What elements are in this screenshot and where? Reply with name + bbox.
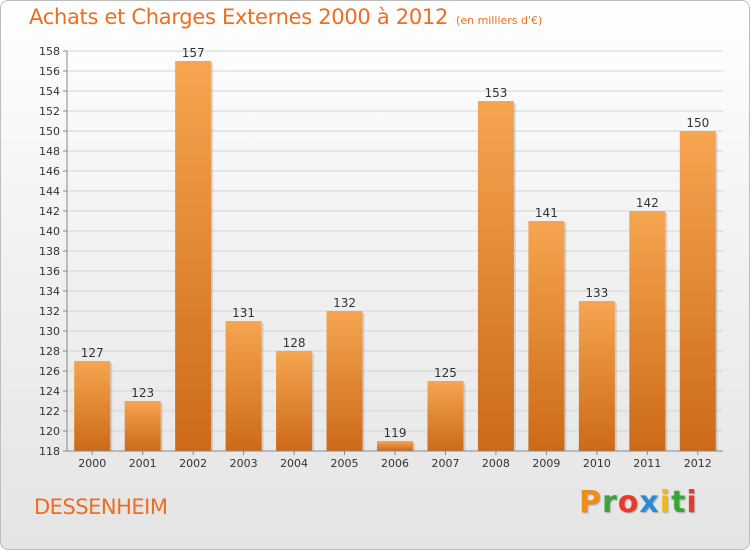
x-tick-label: 2007	[431, 457, 459, 470]
y-tick-label: 150	[39, 125, 60, 138]
y-tick-label: 142	[39, 205, 60, 218]
proxiti-logo[interactable]: Proxiti	[579, 485, 698, 520]
commune-name: DESSENHEIM	[34, 495, 168, 519]
x-tick-label: 2010	[583, 457, 611, 470]
y-tick-label: 126	[39, 365, 60, 378]
y-tick-label: 134	[39, 285, 60, 298]
y-tick-label: 124	[39, 385, 60, 398]
y-tick-label: 122	[39, 405, 60, 418]
y-tick-label: 118	[39, 445, 60, 458]
data-label: 131	[232, 306, 255, 320]
bar-2005	[326, 311, 363, 451]
bar-2012	[679, 131, 716, 451]
y-tick-label: 138	[39, 245, 60, 258]
x-tick-label: 2001	[129, 457, 157, 470]
x-tick-label: 2012	[684, 457, 712, 470]
x-tick-label: 2011	[633, 457, 661, 470]
data-label: 123	[131, 386, 154, 400]
data-label: 153	[484, 86, 507, 100]
y-tick-label: 154	[39, 85, 60, 98]
bar-2003	[225, 321, 262, 451]
bar-2000	[74, 361, 111, 451]
y-tick-label: 130	[39, 325, 60, 338]
x-tick-label: 2009	[532, 457, 560, 470]
bar-2002	[175, 61, 212, 451]
chart-title: Achats et Charges Externes 2000 à 2012 (e…	[29, 5, 542, 29]
x-tick-label: 2003	[230, 457, 258, 470]
data-label: 150	[686, 116, 709, 130]
data-label: 133	[585, 286, 608, 300]
y-tick-label: 132	[39, 305, 60, 318]
x-tick-label: 2005	[331, 457, 359, 470]
logo-letter: P	[579, 485, 602, 520]
x-tick-label: 2006	[381, 457, 409, 470]
x-tick-label: 2000	[78, 457, 106, 470]
y-tick-label: 148	[39, 145, 60, 158]
data-label: 128	[283, 336, 306, 350]
chart-subtitle: (en milliers d'€)	[456, 14, 543, 27]
data-label: 141	[535, 206, 558, 220]
logo-letter: r	[602, 485, 618, 520]
logo-letter: i	[686, 485, 698, 520]
y-tick-label: 152	[39, 105, 60, 118]
data-label: 127	[81, 346, 104, 360]
bar-2001	[124, 401, 161, 451]
data-labels: 127 123 157 131 128 132 119 125 153 141 133 142 150	[81, 46, 709, 440]
x-tick-label: 2008	[482, 457, 510, 470]
logo-letter: o	[617, 485, 640, 520]
data-label: 119	[384, 426, 407, 440]
x-tick-label: 2002	[179, 457, 207, 470]
logo-letter: i	[659, 485, 672, 520]
logo-letter: x	[639, 485, 660, 520]
bar-2008	[477, 101, 514, 451]
y-tick-label: 144	[39, 185, 60, 198]
logo-letter: t	[671, 485, 687, 520]
bar-2006	[377, 441, 413, 451]
bar-2009	[528, 221, 565, 451]
y-tick-label: 128	[39, 345, 60, 358]
y-tick-label: 146	[39, 165, 60, 178]
bars	[74, 61, 718, 451]
data-label: 157	[182, 46, 205, 60]
y-tick-label: 140	[39, 225, 60, 238]
y-tick-label: 156	[39, 65, 60, 78]
axes: 1181201221241261281301321341361381401421…	[39, 45, 723, 470]
grid-lines	[67, 50, 723, 452]
bar-2010	[578, 301, 615, 451]
y-tick-label: 120	[39, 425, 60, 438]
bar-2011	[629, 211, 666, 451]
bar-2004	[276, 351, 313, 451]
y-tick-label: 158	[39, 45, 60, 58]
x-tick-label: 2004	[280, 457, 308, 470]
data-label: 125	[434, 366, 457, 380]
data-label: 142	[636, 196, 659, 210]
chart-title-text: Achats et Charges Externes 2000 à 2012	[29, 5, 449, 29]
bar-2007	[427, 381, 464, 451]
y-tick-label: 136	[39, 265, 60, 278]
data-label: 132	[333, 296, 356, 310]
